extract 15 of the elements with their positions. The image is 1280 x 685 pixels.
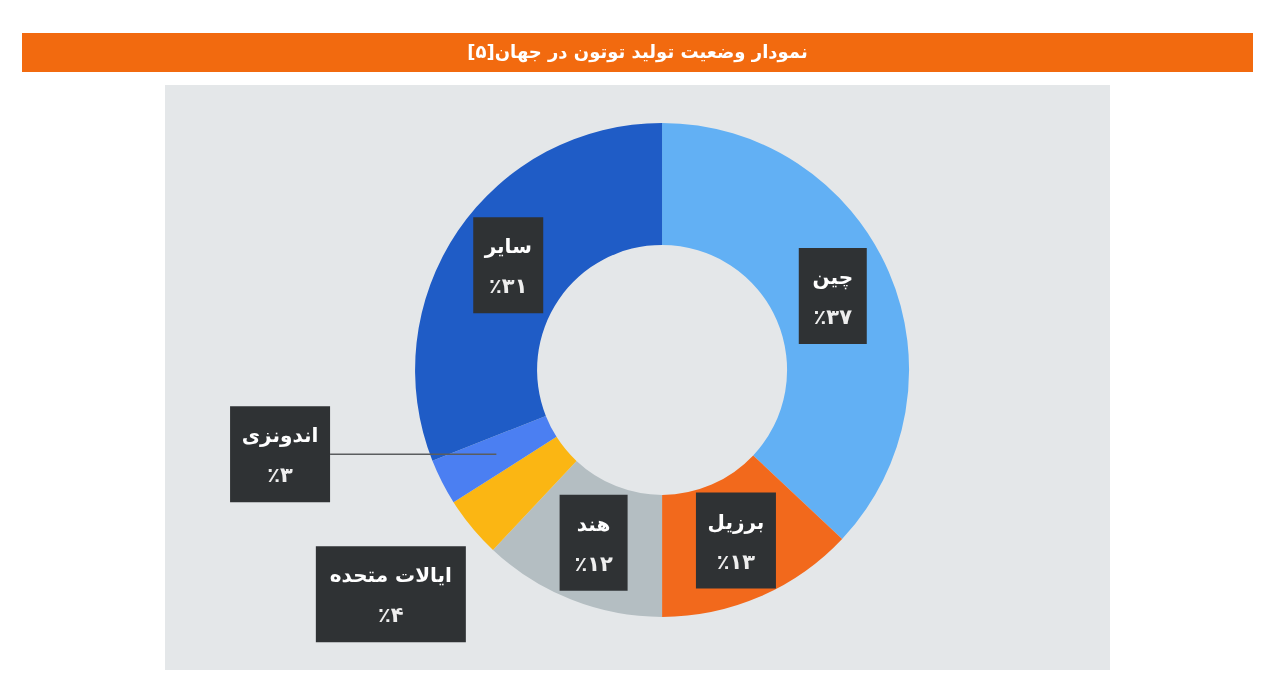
- slice-label: ایالات متحده: [329, 563, 452, 588]
- data-label: ٪۱۲: [574, 551, 614, 576]
- chart-title: نمودار وضعیت تولید توتون در جهان[۵]: [467, 40, 808, 63]
- data-label: ٪۱۳: [716, 549, 756, 574]
- donut-slice: [453, 436, 577, 550]
- slice-label: چین: [812, 265, 854, 291]
- slice-label: اندونزی: [241, 423, 319, 448]
- slice-label: سایر: [483, 234, 532, 259]
- slice-label: هند: [576, 511, 611, 536]
- data-label: ٪۳: [267, 463, 294, 488]
- data-label: ٪۳۱: [489, 274, 528, 299]
- data-label: ٪۴: [378, 603, 404, 628]
- data-label: ٪۳۷: [813, 305, 853, 330]
- slice-label: برزیل: [707, 509, 765, 534]
- donut-slice: [432, 415, 557, 503]
